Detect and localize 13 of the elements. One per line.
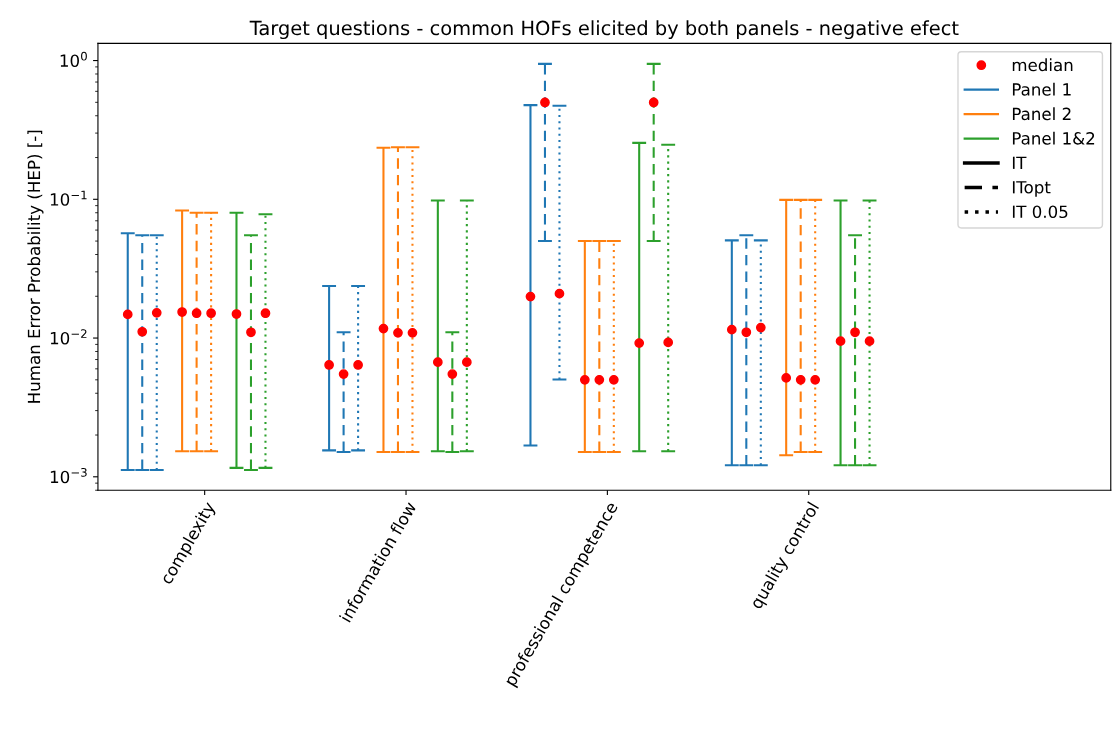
legend-label: IT 0.05 xyxy=(1012,205,1068,219)
legend-label: Panel 1&2 xyxy=(1012,131,1095,145)
legend-label: Panel 1 xyxy=(1012,82,1071,96)
y-tick-label: 10$^{−2}$ xyxy=(50,329,87,345)
y-tick-label: 10$^{0}$ xyxy=(60,51,87,67)
y-tick-label: 10$^{−3}$ xyxy=(50,467,87,484)
legend-label: ITopt xyxy=(1012,181,1051,197)
legend-label: Panel 2 xyxy=(1012,107,1071,121)
y-axis-title: Human Error Probability (HEP) [-] xyxy=(27,130,44,403)
legend-label: IT xyxy=(1012,156,1027,169)
legend-label: median xyxy=(1012,58,1073,72)
chart-title: Target questions - common HOFs elicited by both panels - negative efect xyxy=(249,20,959,40)
y-tick-label: 10$^{−1}$ xyxy=(50,190,87,206)
